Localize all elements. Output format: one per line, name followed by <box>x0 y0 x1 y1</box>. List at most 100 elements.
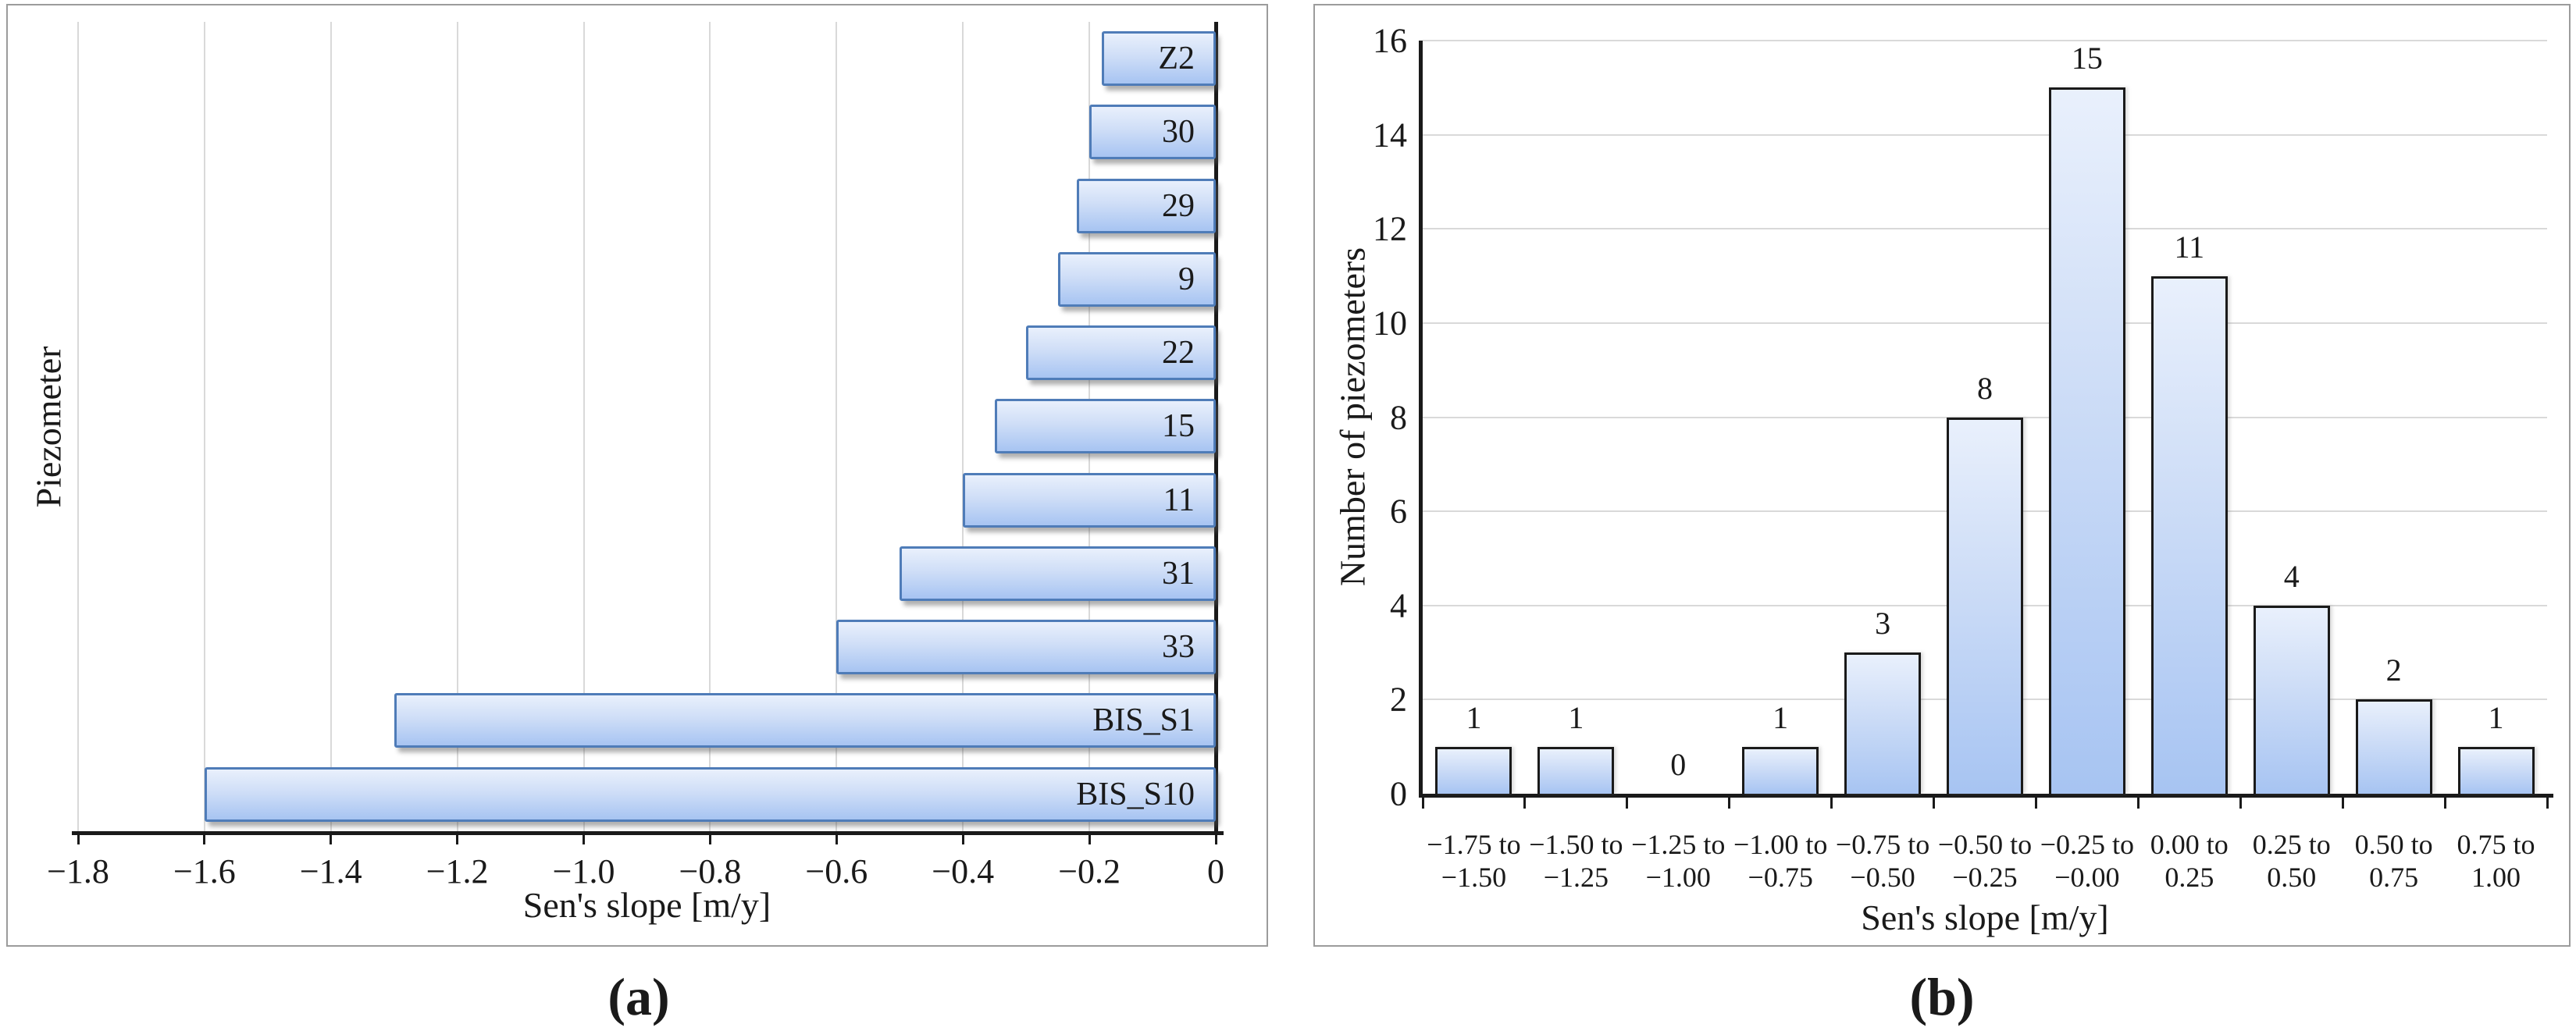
histogram-bar-value: 4 <box>2283 558 2300 594</box>
y-tick-label: 2 <box>1390 680 1407 719</box>
bar-row: 33 <box>78 610 1216 684</box>
histogram-bar <box>2048 87 2125 794</box>
gridline-vertical <box>709 22 711 831</box>
x-axis-tick <box>1088 831 1091 844</box>
x-axis-tick <box>2239 794 2242 809</box>
piezometer-bar: 33 <box>836 620 1216 675</box>
x-axis-tick <box>2443 794 2446 809</box>
gridline-vertical <box>836 22 838 831</box>
category-label: 0.50 to 0.75 <box>2343 828 2445 894</box>
y-tick-label: 14 <box>1373 116 1407 155</box>
x-axis-tick <box>1421 794 1424 809</box>
x-axis-tick <box>1728 794 1731 809</box>
x-axis-tick <box>1933 794 1936 809</box>
histogram-bar-value: 3 <box>1875 606 1891 642</box>
y-tick-label: 0 <box>1390 774 1407 813</box>
x-axis-tick <box>583 831 586 844</box>
category-label-line2: 0.50 <box>2267 862 2317 894</box>
bar-row: 31 <box>78 537 1216 610</box>
histogram-bar <box>1742 746 1819 794</box>
piezometer-bar-label: BIS_S1 <box>1092 702 1195 739</box>
category-label: −1.00 to −0.75 <box>1730 828 1832 894</box>
category-label-line2: −1.00 <box>1645 862 1711 894</box>
bar-row: 29 <box>78 169 1216 243</box>
gridline-vertical <box>583 22 585 831</box>
histogram-bar <box>1946 417 2023 794</box>
x-axis-tick <box>77 831 80 844</box>
category-label-line2: −0.75 <box>1748 862 1813 894</box>
category-label: −0.50 to −0.25 <box>1934 828 2036 894</box>
bar-row: BIS_S10 <box>78 758 1216 831</box>
histogram-bar <box>1537 746 1615 794</box>
histogram-slot: 2 0.50 to 0.75 <box>2343 41 2445 893</box>
piezometer-bar-label: 22 <box>1162 335 1195 372</box>
histogram-bar <box>2253 605 2330 794</box>
panel-b-y-axis-title: Number of piezometers <box>1332 247 1373 587</box>
bar-row: BIS_S1 <box>78 684 1216 757</box>
piezometer-bar: 31 <box>900 546 1216 601</box>
x-axis-tick <box>2034 794 2037 809</box>
bar-row: Z2 <box>78 22 1216 95</box>
gridline-vertical <box>77 22 79 831</box>
category-label-line2: −1.25 <box>1543 862 1609 894</box>
caption-b: (b) <box>1909 967 1975 1026</box>
category-label-line1: 0.75 to <box>2457 829 2535 860</box>
piezometer-bar: 22 <box>1026 325 1216 381</box>
category-label-line1: −1.50 to <box>1529 829 1623 860</box>
x-axis-tick <box>2136 794 2140 809</box>
x-axis-tick <box>1830 794 1833 809</box>
panel-a-zero-axis-line <box>1214 22 1218 835</box>
piezometer-bar: BIS_S10 <box>204 766 1216 822</box>
plot-area-b: 0 2 4 6 8 10 12 14 16 1 −1.75 to −1.50 1 −1.50 to −1.2… <box>1373 22 2553 894</box>
panel-a-horizontal-bar-chart: Piezometer −1.8 −1.6 −1.4 −1.2 −1.0 −0.8 −0.6−… <box>6 4 1268 947</box>
panel-a-x-axis-line <box>72 831 1224 835</box>
piezometer-bar: Z2 <box>1102 31 1216 86</box>
piezometer-bar-label: 30 <box>1162 114 1195 151</box>
y-tick-label: 6 <box>1390 492 1407 531</box>
histogram-slot: 8 −0.50 to −0.25 <box>1934 41 2036 894</box>
category-label-line1: −1.25 to <box>1631 829 1726 860</box>
category-label: −1.50 to −1.25 <box>1525 828 1627 894</box>
histogram-slot: 1 −1.50 to −1.25 <box>1525 41 1627 894</box>
x-axis-tick <box>203 831 206 844</box>
piezometer-bar-label: 15 <box>1162 408 1195 445</box>
histogram-bar-value: 0 <box>1670 747 1687 782</box>
panel-a-x-axis-title: Sen's slope [m/y] <box>522 885 771 925</box>
x-tick-label: −1.8 <box>47 852 109 891</box>
x-axis-tick <box>1214 831 1217 844</box>
category-label-line1: −0.75 to <box>1835 829 1930 860</box>
piezometer-bar-label: BIS_S10 <box>1076 776 1195 812</box>
category-label-line2: 0.25 <box>2164 862 2214 894</box>
x-tick-label: −0.8 <box>679 852 742 891</box>
piezometer-bar-label: Z2 <box>1158 41 1195 76</box>
category-label: 0.00 to 0.25 <box>2138 828 2240 894</box>
panel-b-histogram: Number of piezometers 0 2 4 6 8 10 12 14 16 1 −1.7… <box>1313 4 2571 947</box>
x-axis-tick <box>2341 794 2344 809</box>
x-tick-label: −0.6 <box>805 852 868 891</box>
category-label-line2: −0.25 <box>1952 862 2018 894</box>
gridline-vertical <box>330 22 332 831</box>
gridline-horizontal <box>1423 133 2547 136</box>
category-label-line2: −0.50 <box>1850 862 1915 894</box>
x-tick-label: −1.2 <box>426 852 489 891</box>
histogram-bar-value: 1 <box>1773 699 1789 735</box>
histogram-bar-value: 11 <box>2174 229 2205 265</box>
category-label-line1: −1.00 to <box>1733 829 1828 860</box>
x-axis-tick <box>1626 794 1629 809</box>
histogram-bar <box>1435 746 1512 794</box>
x-tick-label: −0.2 <box>1058 852 1121 891</box>
x-axis-tick <box>708 831 711 844</box>
piezometer-bar-label: 29 <box>1162 187 1195 224</box>
histogram-bar-value: 15 <box>2071 41 2103 76</box>
bar-row: 15 <box>78 389 1216 463</box>
histogram-bar-value: 1 <box>2488 699 2504 735</box>
histogram-bar-value: 8 <box>1976 370 1993 406</box>
x-tick-label: −1.0 <box>552 852 615 891</box>
gridline-horizontal <box>1423 40 2547 41</box>
x-axis-tick <box>835 831 838 844</box>
histogram-bar <box>2150 276 2228 794</box>
x-tick-label: −1.6 <box>173 852 236 891</box>
x-axis-tick <box>961 831 964 844</box>
y-tick-label: 8 <box>1390 398 1407 436</box>
panel-b-x-axis-line <box>1419 794 2553 798</box>
